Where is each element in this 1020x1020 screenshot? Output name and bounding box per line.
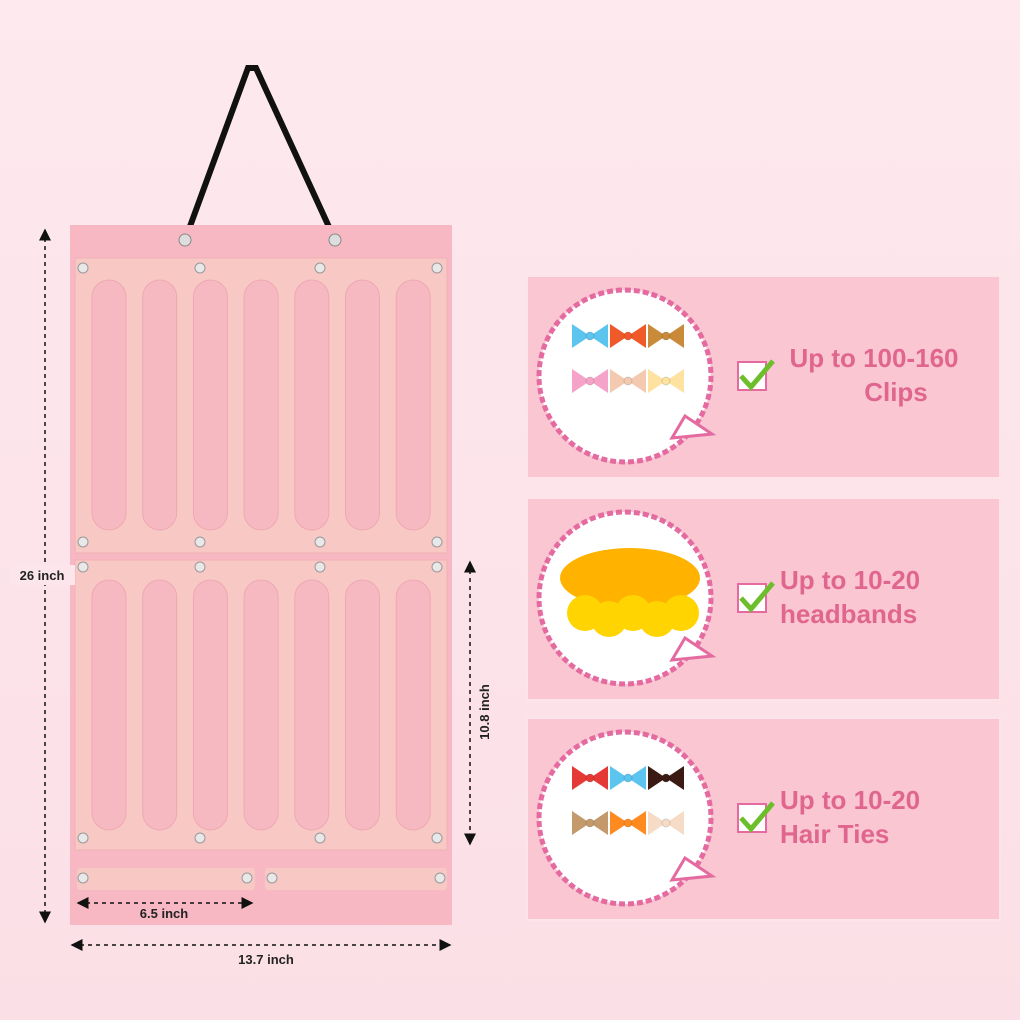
bow-knot [661, 376, 671, 386]
rivet [77, 262, 89, 274]
rivet [431, 262, 443, 274]
rivet [314, 832, 326, 844]
rivet [431, 561, 443, 573]
grommet [178, 233, 192, 247]
slot [142, 279, 178, 531]
slot [294, 579, 330, 831]
bow-knot [661, 818, 671, 828]
bow-knot [661, 773, 671, 783]
strip [77, 868, 255, 890]
checkmark [739, 359, 775, 391]
feature-text: Up to 100-160 [789, 343, 958, 373]
bow-knot [623, 818, 633, 828]
icon-tail [669, 855, 717, 882]
slot [395, 579, 431, 831]
rivet [77, 536, 89, 548]
rivet [194, 561, 206, 573]
rivet [77, 872, 89, 884]
icon-tail [669, 635, 717, 662]
dimension-label: 10.8 inch [477, 684, 492, 740]
slot [294, 279, 330, 531]
rivet [194, 832, 206, 844]
headband [560, 548, 700, 608]
dimension-label: 13.7 inch [238, 952, 294, 967]
bow-knot [585, 818, 595, 828]
feature-text: Up to 10-20 [780, 565, 920, 595]
grommet [328, 233, 342, 247]
slot [345, 279, 380, 531]
bow-knot [661, 331, 671, 341]
rivet [314, 536, 326, 548]
bow-knot [585, 773, 595, 783]
checkmark [739, 581, 775, 613]
slot [395, 279, 431, 531]
bow-knot [585, 376, 595, 386]
slot [142, 579, 178, 831]
rivet [77, 561, 89, 573]
slot [243, 279, 279, 531]
icon-tail [669, 413, 717, 440]
label-bg [10, 565, 75, 585]
rivet [314, 262, 326, 274]
feature-text: Up to 10-20 [780, 785, 920, 815]
dimension-label: 26 inch [20, 568, 65, 583]
rivet [314, 561, 326, 573]
rivet [194, 262, 206, 274]
rivet [434, 872, 446, 884]
bow-knot [623, 331, 633, 341]
dimension-label: 6.5 inch [140, 906, 188, 921]
feature-text: headbands [780, 599, 917, 629]
slot [91, 579, 127, 831]
rivet [266, 872, 278, 884]
strap [182, 65, 338, 242]
slot [345, 579, 380, 831]
ruffle [663, 595, 699, 631]
slot [91, 279, 127, 531]
slot [243, 579, 279, 831]
bow-knot [623, 376, 633, 386]
rivet [431, 832, 443, 844]
slot [192, 279, 228, 531]
strip [265, 868, 447, 890]
feature-text: Clips [864, 377, 928, 407]
checkmark [739, 801, 775, 833]
rivet [431, 536, 443, 548]
slot [192, 579, 228, 831]
feature-text: Hair Ties [780, 819, 889, 849]
bow-knot [623, 773, 633, 783]
bow-knot [585, 331, 595, 341]
rivet [77, 832, 89, 844]
rivet [241, 872, 253, 884]
rivet [194, 536, 206, 548]
